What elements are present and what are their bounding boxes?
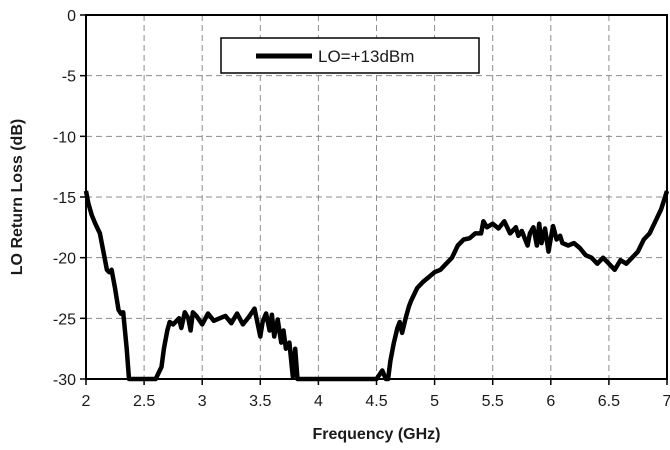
x-tick-label: 6 xyxy=(546,393,555,410)
y-tick-labels: 0 -5 -10 -15 -20 -25 -30 xyxy=(53,8,76,389)
x-tick-labels: 2 2.5 3 3.5 4 4.5 5 5.5 6 6.5 7 xyxy=(82,393,670,410)
y-axis-title: LO Return Loss (dB) xyxy=(9,119,26,275)
tick-marks xyxy=(80,14,668,385)
y-tick-label: -20 xyxy=(53,251,76,268)
x-axis-title: Frequency (GHz) xyxy=(312,426,440,443)
y-tick-label: -25 xyxy=(53,311,76,328)
x-tick-label: 2 xyxy=(82,393,91,410)
y-tick-label: -5 xyxy=(62,69,76,86)
y-tick-label: -10 xyxy=(53,129,76,146)
y-tick-label: -30 xyxy=(53,372,76,389)
x-tick-label: 7 xyxy=(663,393,670,410)
y-tick-label: -15 xyxy=(53,190,76,207)
x-tick-label: 4 xyxy=(314,393,323,410)
x-tick-label: 5.5 xyxy=(482,393,504,410)
grid-lines xyxy=(86,15,667,379)
x-tick-label: 2.5 xyxy=(133,393,155,410)
y-tick-label: 0 xyxy=(67,8,76,25)
x-tick-label: 5 xyxy=(430,393,439,410)
legend: LO=+13dBm xyxy=(220,37,480,74)
legend-label: LO=+13dBm xyxy=(318,47,414,66)
x-tick-label: 4.5 xyxy=(365,393,387,410)
x-tick-label: 6.5 xyxy=(598,393,620,410)
x-tick-label: 3 xyxy=(198,393,207,410)
x-tick-label: 3.5 xyxy=(249,393,271,410)
